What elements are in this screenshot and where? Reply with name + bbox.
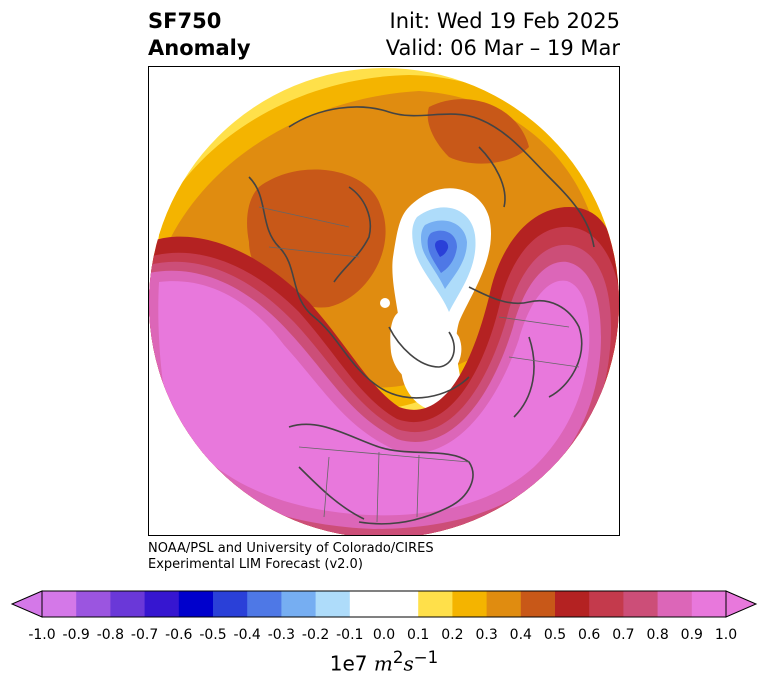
colorbar-swatch	[418, 591, 453, 617]
colorbar-swatch	[657, 591, 693, 617]
colorbar-swatch	[555, 591, 590, 617]
colorbar-swatch	[589, 591, 624, 617]
colorbar-tick-label: -0.6	[165, 627, 193, 643]
field-dark-orange	[247, 169, 386, 308]
field-arctic-white	[390, 310, 462, 386]
colorbar-swatch	[691, 591, 727, 617]
colorbar-tick-label: 0.1	[407, 627, 430, 643]
colorbar-swatch	[384, 591, 419, 617]
borders	[258, 206, 580, 523]
field-white-dot	[380, 298, 390, 308]
colorbar-swatch	[110, 591, 146, 617]
colorbar-tick-label: 0.8	[646, 627, 669, 643]
credit-text: NOAA/PSL and University of Colorado/CIRE…	[148, 541, 434, 573]
field-dark-orange-north	[427, 99, 529, 164]
colorbar-tick-label: -0.5	[199, 627, 227, 643]
colorbar-swatch	[452, 591, 488, 617]
colorbar-tick-label: -0.2	[301, 627, 330, 643]
colorbar-tick-label: 0.7	[612, 627, 635, 643]
colorbar-tick-label: -0.7	[130, 627, 159, 643]
colorbar-extend-low	[10, 590, 43, 618]
colorbar-swatch	[144, 591, 180, 617]
colorbar-swatch	[486, 591, 522, 617]
colorbar-swatch	[623, 591, 659, 617]
colorbar-tick-label: -0.9	[62, 627, 90, 643]
units-m-exp: 2	[392, 648, 404, 667]
field-blue-dark	[435, 239, 449, 257]
anomaly-title: Anomaly	[148, 36, 251, 60]
title-left: SF750 Anomaly	[148, 8, 251, 62]
units-prefix: 1e7	[329, 651, 368, 676]
units-s: s	[403, 651, 414, 676]
colorbar-swatch	[178, 591, 214, 617]
colorbar-tick-label: -1.0	[28, 627, 56, 643]
polar-map	[149, 68, 619, 535]
colorbar-tick-label: -0.4	[233, 627, 261, 643]
colorbar-swatch	[281, 591, 317, 617]
colorbar-swatch	[520, 591, 556, 617]
colorbar-tick-label: 0.0	[372, 627, 396, 643]
variable-title: SF750	[148, 9, 222, 33]
colorbar-extend-high	[725, 590, 758, 618]
colorbar-outline	[41, 590, 727, 618]
colorbar-tick-label: 0.6	[578, 627, 601, 643]
valid-range: Valid: 06 Mar – 19 Mar	[385, 36, 620, 60]
colorbar-tick-label: 0.9	[680, 627, 703, 643]
colorbar-swatch	[76, 591, 111, 617]
credit-line-2: Experimental LIM Forecast (v2.0)	[148, 557, 363, 572]
colorbar-swatch	[315, 591, 351, 617]
colorbar-tick-label: 1.0	[714, 627, 738, 643]
colorbar-swatch	[349, 591, 385, 617]
colorbar-tick-label: -0.8	[96, 627, 125, 643]
init-date: Init: Wed 19 Feb 2025	[389, 9, 620, 33]
units-s-exp: −1	[413, 648, 439, 667]
units-m: m	[373, 651, 393, 676]
field-magenta	[158, 280, 590, 516]
colorbar-units: 1e7 m2s−1	[330, 648, 439, 676]
colorbar	[10, 590, 758, 618]
colorbar-tick-label: 0.3	[475, 627, 498, 643]
colorbar-swatch	[247, 591, 282, 617]
colorbar-swatch	[42, 591, 77, 617]
colorbar-tick-label: -0.1	[336, 627, 364, 643]
title-right: Init: Wed 19 Feb 2025 Valid: 06 Mar – 19…	[386, 8, 620, 62]
colorbar-tick-label: -0.3	[267, 627, 296, 643]
credit-line-1: NOAA/PSL and University of Colorado/CIRE…	[148, 541, 434, 556]
colorbar-swatch	[213, 591, 248, 617]
colorbar-tick-label: 0.2	[441, 627, 464, 643]
map-panel	[148, 66, 620, 536]
colorbar-tick-label: 0.5	[543, 627, 567, 643]
colorbar-tick-label: 0.4	[509, 627, 532, 643]
